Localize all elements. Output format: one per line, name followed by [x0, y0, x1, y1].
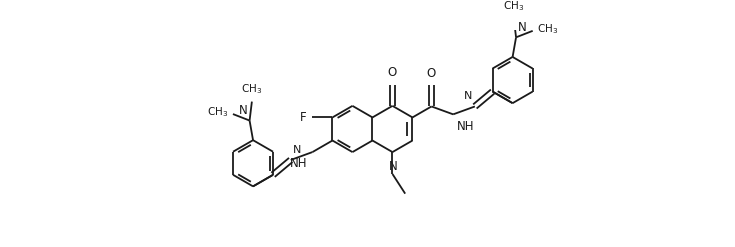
Text: O: O — [427, 67, 436, 80]
Text: NH: NH — [457, 120, 475, 133]
Text: N: N — [293, 144, 301, 155]
Text: N: N — [518, 21, 527, 34]
Text: CH$_3$: CH$_3$ — [241, 82, 262, 96]
Text: O: O — [388, 66, 397, 79]
Text: N: N — [465, 91, 473, 101]
Text: N: N — [389, 160, 398, 173]
Text: CH$_3$: CH$_3$ — [503, 0, 524, 13]
Text: F: F — [300, 111, 306, 124]
Text: CH$_3$: CH$_3$ — [537, 22, 559, 36]
Text: NH: NH — [290, 157, 308, 170]
Text: N: N — [239, 104, 247, 118]
Text: CH$_3$: CH$_3$ — [207, 106, 229, 120]
